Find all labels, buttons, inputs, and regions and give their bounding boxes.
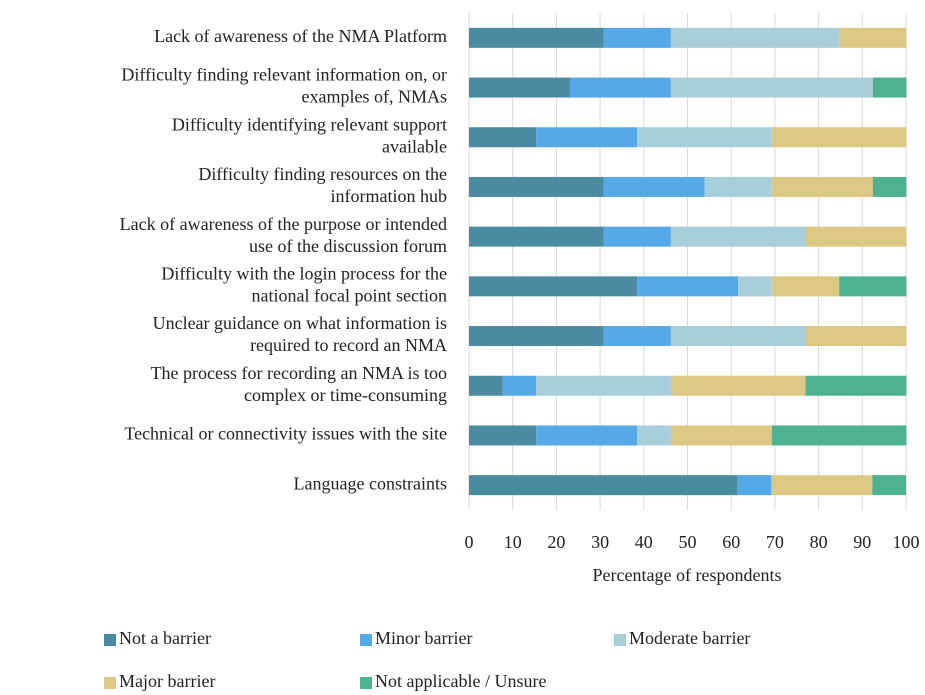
bar-segment <box>805 226 907 247</box>
legend-swatch <box>104 634 116 646</box>
bar-segment <box>469 425 537 446</box>
y-tick-label: Difficulty identifying relevant support <box>172 114 447 134</box>
bar-segment <box>670 77 873 98</box>
y-tick-label: The process for recording an NMA is too <box>151 363 447 383</box>
y-tick-label: Difficulty with the login process for th… <box>161 263 447 283</box>
y-tick-label: Lack of awareness of the NMA Platform <box>154 26 447 46</box>
x-tick-label: 20 <box>547 532 565 552</box>
bar-segment <box>704 176 772 197</box>
bar-segment <box>502 375 537 396</box>
bar-segment <box>637 425 671 446</box>
bar-segment <box>536 127 638 148</box>
y-tick-label: complex or time-consuming <box>244 385 447 405</box>
x-tick-label: 80 <box>810 532 828 552</box>
y-tick-label: national focal point section <box>252 285 447 305</box>
bar-segment <box>637 127 772 148</box>
bar-segment <box>872 77 907 98</box>
bar-segment <box>469 375 503 396</box>
bar-segment <box>872 176 907 197</box>
y-tick-label: available <box>382 136 447 156</box>
bar-segment <box>469 326 604 347</box>
bar-segment <box>771 475 873 496</box>
legend-label: Moderate barrier <box>629 628 750 648</box>
x-tick-label: 90 <box>853 532 871 552</box>
y-tick-label: Technical or connectivity issues with th… <box>124 424 447 444</box>
bar-segment <box>839 27 907 48</box>
bar-segment <box>603 326 671 347</box>
bar-segment <box>839 276 907 297</box>
bar-segment <box>670 326 806 347</box>
bar-segment <box>469 475 738 496</box>
x-tick-label: 10 <box>504 532 522 552</box>
x-tick-label: 0 <box>465 532 474 552</box>
bar-segment <box>771 425 907 446</box>
legend-swatch <box>360 677 372 689</box>
bar-segment <box>469 127 537 148</box>
bar-segment <box>670 375 806 396</box>
y-tick-label: required to record an NMA <box>250 335 447 355</box>
bar-segment <box>536 425 638 446</box>
bar-segment <box>805 375 907 396</box>
bar-segment <box>670 226 806 247</box>
bar-segment <box>469 176 604 197</box>
y-tick-label: use of the discussion forum <box>249 236 447 256</box>
x-axis-title: Percentage of respondents <box>593 565 782 585</box>
bar-segment <box>670 27 840 48</box>
x-tick-label: 100 <box>893 532 920 552</box>
y-tick-label: Lack of awareness of the purpose or inte… <box>120 214 447 234</box>
bar-segment <box>469 77 570 98</box>
bar-segment <box>469 226 604 247</box>
x-tick-label: 70 <box>766 532 784 552</box>
legend-swatch <box>104 677 116 689</box>
x-tick-label: 30 <box>591 532 609 552</box>
bar-segment <box>805 326 907 347</box>
bar-segment <box>603 176 705 197</box>
bar-segment <box>738 276 772 297</box>
bar-segment <box>771 276 840 297</box>
legend-swatch <box>614 634 626 646</box>
bar-segment <box>771 176 873 197</box>
bar-segment <box>603 27 671 48</box>
x-tick-label: 60 <box>722 532 740 552</box>
bar-segment <box>737 475 772 496</box>
y-tick-label: information hub <box>331 186 447 206</box>
y-tick-label: Language constraints <box>294 473 447 493</box>
y-tick-label: Unclear guidance on what information is <box>153 313 447 333</box>
bar-segment <box>536 375 671 396</box>
y-tick-label: Difficulty finding resources on the <box>198 164 447 184</box>
legend-label: Major barrier <box>119 671 215 691</box>
bar-segment <box>670 425 772 446</box>
legend-label: Minor barrier <box>375 628 472 648</box>
legend-swatch <box>360 634 372 646</box>
bar-segment <box>603 226 671 247</box>
legend-label: Not a barrier <box>119 628 211 648</box>
bar-segment <box>569 77 671 98</box>
legend-label: Not applicable / Unsure <box>375 671 546 691</box>
bar-segment <box>637 276 739 297</box>
bar-segment <box>872 475 906 496</box>
bar-segment <box>469 27 604 48</box>
x-tick-label: 50 <box>679 532 697 552</box>
y-tick-label: examples of, NMAs <box>302 87 447 107</box>
bar-segment <box>469 276 638 297</box>
bar-segment <box>771 127 907 148</box>
x-tick-label: 40 <box>635 532 653 552</box>
y-tick-label: Difficulty finding relevant information … <box>121 65 447 85</box>
